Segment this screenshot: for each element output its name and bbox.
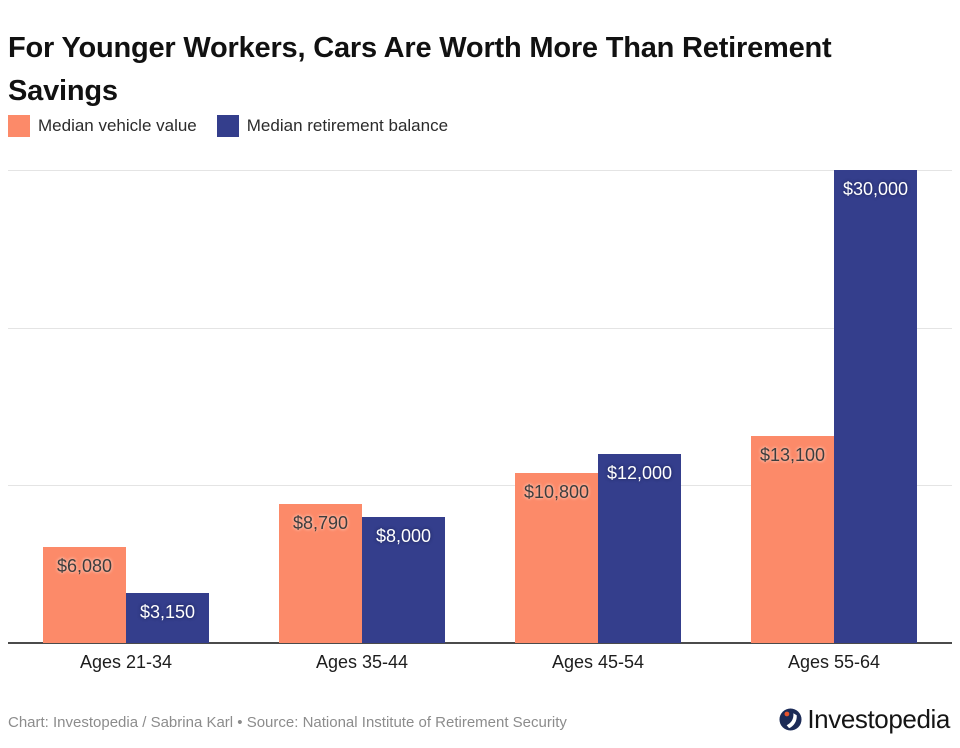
investopedia-logo-icon xyxy=(779,708,802,731)
legend-swatch-retirement xyxy=(216,115,239,137)
bar-retirement-1: $8,000 xyxy=(362,516,445,643)
x-axis-label-0: Ages 21-34 xyxy=(79,652,173,672)
bar-vehicle-1: $8,790 xyxy=(279,504,362,643)
chart-title: For Younger Workers, Cars Are Worth More… xyxy=(8,32,832,108)
bar-value-label: $6,080 xyxy=(56,556,113,577)
investopedia-logo-text: Investopedia xyxy=(807,704,950,734)
bar-vehicle-0: $6,080 xyxy=(43,547,126,643)
bar-value-label: $8,790 xyxy=(292,513,349,534)
bar-value-label: $30,000 xyxy=(842,179,909,199)
legend-label-vehicle: Median vehicle value xyxy=(38,116,197,135)
x-axis-label-2: Ages 45-54 xyxy=(551,652,645,672)
attribution-text: Chart: Investopedia / Sabrina Karl • Sou… xyxy=(8,714,567,731)
gridline-30000 xyxy=(8,170,952,171)
plot-area: $6,080 $3,150 $8,790 $8,000 $10,800 $12,000 $1… xyxy=(8,170,952,643)
bar-value-label: $8,000 xyxy=(375,525,432,546)
legend: Median vehicle value Median retirement b… xyxy=(8,115,448,137)
bar-retirement-3: $30,000 xyxy=(834,170,917,643)
bar-value-label: $10,800 xyxy=(523,481,590,502)
legend-item-vehicle: Median vehicle value xyxy=(8,115,197,137)
bar-value-label: $13,100 xyxy=(759,445,826,466)
bar-vehicle-3: $13,100 xyxy=(751,436,834,643)
bar-retirement-2: $12,000 xyxy=(598,453,681,643)
gridline-20000 xyxy=(8,327,952,329)
investopedia-logo: Investopedia xyxy=(779,704,950,735)
bar-value-label: $12,000 xyxy=(606,462,673,483)
legend-label-retirement: Median retirement balance xyxy=(246,116,449,135)
legend-swatch-vehicle xyxy=(8,115,30,137)
bar-vehicle-2: $10,800 xyxy=(515,472,598,643)
bar-value-label: $3,150 xyxy=(139,602,196,623)
x-axis-label-1: Ages 35-44 xyxy=(315,652,409,672)
bar-retirement-0: $3,150 xyxy=(126,593,209,643)
gridline-10000 xyxy=(8,485,952,487)
x-axis-line xyxy=(8,642,952,644)
x-axis-label-3: Ages 55-64 xyxy=(787,652,881,672)
legend-item-retirement: Median retirement balance xyxy=(216,115,449,137)
